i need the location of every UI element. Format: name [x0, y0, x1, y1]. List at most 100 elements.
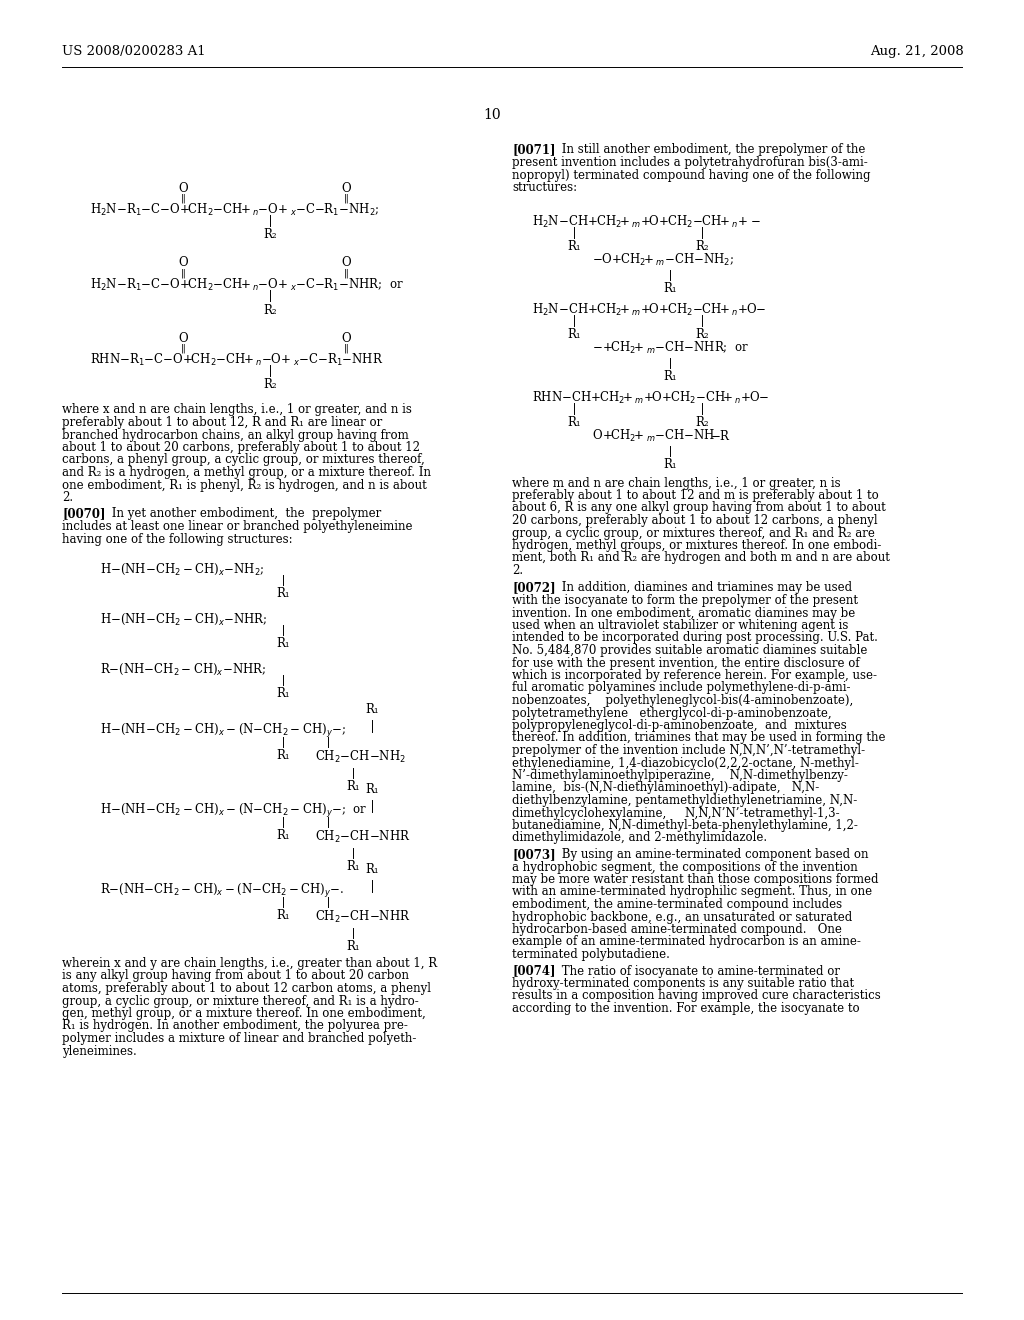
Text: R₁: R₁ — [366, 863, 379, 876]
Text: is any alkyl group having from about 1 to about 20 carbon: is any alkyl group having from about 1 t… — [62, 969, 409, 982]
Text: used when an ultraviolet stabilizer or whitening agent is: used when an ultraviolet stabilizer or w… — [512, 619, 848, 632]
Text: O: O — [178, 256, 187, 269]
Text: R₁ is hydrogen. In another embodiment, the polyurea pre-: R₁ is hydrogen. In another embodiment, t… — [62, 1019, 408, 1032]
Text: In still another embodiment, the prepolymer of the: In still another embodiment, the prepoly… — [558, 144, 865, 157]
Text: prepolymer of the invention include N,N,N’,N’-tetramethyl-: prepolymer of the invention include N,N,… — [512, 744, 865, 756]
Text: [0073]: [0073] — [512, 847, 556, 861]
Text: O: O — [341, 181, 351, 194]
Text: preferably about 1 to about 12, R and R₁ are linear or: preferably about 1 to about 12, R and R₁… — [62, 416, 382, 429]
Text: where m and n are chain lengths, i.e., 1 or greater, n is: where m and n are chain lengths, i.e., 1… — [512, 477, 841, 490]
Text: diethylbenzylamine, pentamethyldiethylenetriamine, N,N-: diethylbenzylamine, pentamethyldiethylen… — [512, 795, 857, 807]
Text: ‖: ‖ — [180, 268, 185, 277]
Text: thereof. In addition, triamines that may be used in forming the: thereof. In addition, triamines that may… — [512, 731, 886, 744]
Text: R₁: R₁ — [276, 748, 290, 762]
Text: O: O — [341, 256, 351, 269]
Text: for use with the present invention, the entire disclosure of: for use with the present invention, the … — [512, 656, 859, 669]
Text: R₁: R₁ — [276, 638, 290, 649]
Text: R₁: R₁ — [276, 587, 290, 601]
Text: R₁: R₁ — [346, 940, 359, 953]
Text: R₂: R₂ — [263, 379, 276, 392]
Text: according to the invention. For example, the isocyanate to: according to the invention. For example,… — [512, 1002, 859, 1015]
Text: 2.: 2. — [62, 491, 73, 504]
Text: R₁: R₁ — [567, 329, 581, 342]
Text: about 6, R is any one alkyl group having from about 1 to about: about 6, R is any one alkyl group having… — [512, 502, 886, 515]
Text: O: O — [341, 331, 351, 345]
Text: R₂: R₂ — [695, 240, 709, 253]
Text: polytetramethylene   etherglycol-di-p-aminobenzoate,: polytetramethylene etherglycol-di-p-amin… — [512, 706, 831, 719]
Text: terminated polybutadiene.: terminated polybutadiene. — [512, 948, 670, 961]
Text: H$-$(NH$-$CH$_2-$CH)$_x-$(N$-$CH$_2-$CH)$_y$$-$;: H$-$(NH$-$CH$_2-$CH)$_x-$(N$-$CH$_2-$CH)… — [100, 722, 346, 741]
Text: with the isocyanate to form the prepolymer of the present: with the isocyanate to form the prepolym… — [512, 594, 858, 607]
Text: gen, methyl group, or a mixture thereof. In one embodiment,: gen, methyl group, or a mixture thereof.… — [62, 1007, 426, 1020]
Text: hydroxy-terminated components is any suitable ratio that: hydroxy-terminated components is any sui… — [512, 977, 854, 990]
Text: In yet another embodiment,  the  prepolymer: In yet another embodiment, the prepolyme… — [108, 507, 381, 520]
Text: ‖: ‖ — [344, 268, 348, 277]
Text: R₁: R₁ — [567, 417, 581, 429]
Text: lamine,  bis-(N,N-diethylaminoethyl)-adipate,   N,N-: lamine, bis-(N,N-diethylaminoethyl)-adip… — [512, 781, 819, 795]
Text: example of an amine-terminated hydrocarbon is an amine-: example of an amine-terminated hydrocarb… — [512, 936, 861, 949]
Text: ethylenediamine, 1,4-diazobicyclo(2,2,2-octane, N-methyl-: ethylenediamine, 1,4-diazobicyclo(2,2,2-… — [512, 756, 859, 770]
Text: In addition, diamines and triamines may be used: In addition, diamines and triamines may … — [558, 582, 852, 594]
Text: includes at least one linear or branched polyethyleneimine: includes at least one linear or branched… — [62, 520, 413, 533]
Text: H$-$(NH$-$CH$_2-$CH)$_x$$-$NH$_2$;: H$-$(NH$-$CH$_2-$CH)$_x$$-$NH$_2$; — [100, 562, 264, 577]
Text: H$-$(NH$-$CH$_2-$CH)$_x$$-$NHR;: H$-$(NH$-$CH$_2-$CH)$_x$$-$NHR; — [100, 612, 267, 627]
Text: and R₂ is a hydrogen, a methyl group, or a mixture thereof. In: and R₂ is a hydrogen, a methyl group, or… — [62, 466, 431, 479]
Text: ‖: ‖ — [344, 343, 348, 352]
Text: $-\!+\!\!$CH$_2$$\!\!+_m$$-$CH$-$NHR;  or: $-\!+\!\!$CH$_2$$\!\!+_m$$-$CH$-$NHR; or — [592, 341, 749, 356]
Text: No. 5,484,870 provides suitable aromatic diamines suitable: No. 5,484,870 provides suitable aromatic… — [512, 644, 867, 657]
Text: [0072]: [0072] — [512, 582, 556, 594]
Text: O$\!+\!\!$CH$_2$$\!\!+_m$$-$CH$-$NH: O$\!+\!\!$CH$_2$$\!\!+_m$$-$CH$-$NH — [592, 428, 715, 444]
Text: R₁: R₁ — [366, 783, 379, 796]
Text: US 2008/0200283 A1: US 2008/0200283 A1 — [62, 45, 206, 58]
Text: intended to be incorporated during post processing. U.S. Pat.: intended to be incorporated during post … — [512, 631, 878, 644]
Text: with an amine-terminated hydrophilic segment. Thus, in one: with an amine-terminated hydrophilic seg… — [512, 886, 872, 899]
Text: R₁: R₁ — [346, 780, 359, 793]
Text: 2.: 2. — [512, 564, 523, 577]
Text: RHN$-$CH$\!+\!\!$CH$_2$$\!\!+_m$$\!+\!\!$O$\!+\!\!$CH$_2$$-$CH$\!\!+_n$$\!+\!\!$: RHN$-$CH$\!+\!\!$CH$_2$$\!\!+_m$$\!+\!\!… — [532, 389, 769, 407]
Text: dimethylcyclohexylamine,     N,N,N’N’-tetramethyl-1,3-: dimethylcyclohexylamine, N,N,N’N’-tetram… — [512, 807, 840, 820]
Text: CH$_2$$-$CH$-$NHR: CH$_2$$-$CH$-$NHR — [315, 829, 411, 845]
Text: carbons, a phenyl group, a cyclic group, or mixtures thereof,: carbons, a phenyl group, a cyclic group,… — [62, 454, 425, 466]
Text: which is incorporated by reference herein. For example, use-: which is incorporated by reference herei… — [512, 669, 877, 682]
Text: R₁: R₁ — [366, 704, 379, 715]
Text: The ratio of isocyanate to amine-terminated or: The ratio of isocyanate to amine-termina… — [558, 965, 840, 978]
Text: dimethylimidazole, and 2-methylimidazole.: dimethylimidazole, and 2-methylimidazole… — [512, 832, 767, 845]
Text: present invention includes a polytetrahydrofuran bis(3-ami-: present invention includes a polytetrahy… — [512, 156, 867, 169]
Text: structures:: structures: — [512, 181, 578, 194]
Text: 10: 10 — [483, 108, 501, 121]
Text: R₁: R₁ — [276, 686, 290, 700]
Text: R₂: R₂ — [263, 304, 276, 317]
Text: H$-$(NH$-$CH$_2-$CH)$_x-$(N$-$CH$_2-$CH)$_y$$-$;  or: H$-$(NH$-$CH$_2-$CH)$_x-$(N$-$CH$_2-$CH)… — [100, 803, 368, 821]
Text: R₁: R₁ — [664, 282, 677, 296]
Text: preferably about 1 to about 12 and m is preferably about 1 to: preferably about 1 to about 12 and m is … — [512, 488, 879, 502]
Text: R₁: R₁ — [664, 458, 677, 471]
Text: CH$_2$$-$CH$-$NH$_2$: CH$_2$$-$CH$-$NH$_2$ — [315, 748, 406, 764]
Text: hydrogen, methyl groups, or mixtures thereof. In one embodi-: hydrogen, methyl groups, or mixtures the… — [512, 539, 882, 552]
Text: O: O — [178, 181, 187, 194]
Text: R₂: R₂ — [263, 228, 276, 242]
Text: R₁: R₁ — [276, 909, 290, 921]
Text: CH$_2$$-$CH$-$NHR: CH$_2$$-$CH$-$NHR — [315, 908, 411, 924]
Text: R₁: R₁ — [276, 829, 290, 842]
Text: R₂: R₂ — [695, 329, 709, 342]
Text: branched hydrocarbon chains, an alkyl group having from: branched hydrocarbon chains, an alkyl gr… — [62, 429, 409, 441]
Text: By using an amine-terminated component based on: By using an amine-terminated component b… — [558, 847, 868, 861]
Text: polymer includes a mixture of linear and branched polyeth-: polymer includes a mixture of linear and… — [62, 1032, 417, 1045]
Text: about 1 to about 20 carbons, preferably about 1 to about 12: about 1 to about 20 carbons, preferably … — [62, 441, 420, 454]
Text: embodiment, the amine-terminated compound includes: embodiment, the amine-terminated compoun… — [512, 898, 842, 911]
Text: H$_2$N$-$CH$\!+\!\!$CH$_2$$\!\!+_m$$\!+\!\!$O$\!+\!\!$CH$_2$$-$CH$\!\!+_n$$\!+\!: H$_2$N$-$CH$\!+\!\!$CH$_2$$\!\!+_m$$\!+\… — [532, 214, 761, 230]
Text: R₁: R₁ — [346, 861, 359, 873]
Text: where x and n are chain lengths, i.e., 1 or greater, and n is: where x and n are chain lengths, i.e., 1… — [62, 404, 412, 417]
Text: nopropyl) terminated compound having one of the following: nopropyl) terminated compound having one… — [512, 169, 870, 181]
Text: [0071]: [0071] — [512, 144, 555, 157]
Text: ful aromatic polyamines include polymethylene-di-p-ami-: ful aromatic polyamines include polymeth… — [512, 681, 851, 694]
Text: ‖: ‖ — [344, 193, 348, 203]
Text: O: O — [178, 331, 187, 345]
Text: R$-$(NH$-$CH$_2-$CH)$_x-$(N$-$CH$_2-$CH)$_y$$-$.: R$-$(NH$-$CH$_2-$CH)$_x-$(N$-$CH$_2-$CH)… — [100, 883, 344, 900]
Text: may be more water resistant than those compositions formed: may be more water resistant than those c… — [512, 873, 879, 886]
Text: R$-$(NH$-$CH$_2-$CH)$_x$$-$NHR;: R$-$(NH$-$CH$_2-$CH)$_x$$-$NHR; — [100, 661, 266, 677]
Text: $-$R: $-$R — [710, 429, 731, 444]
Text: R₁: R₁ — [567, 240, 581, 253]
Text: Aug. 21, 2008: Aug. 21, 2008 — [870, 45, 964, 58]
Text: N’-dimethylaminoethylpiperazine,    N,N-dimethylbenzy-: N’-dimethylaminoethylpiperazine, N,N-dim… — [512, 770, 848, 781]
